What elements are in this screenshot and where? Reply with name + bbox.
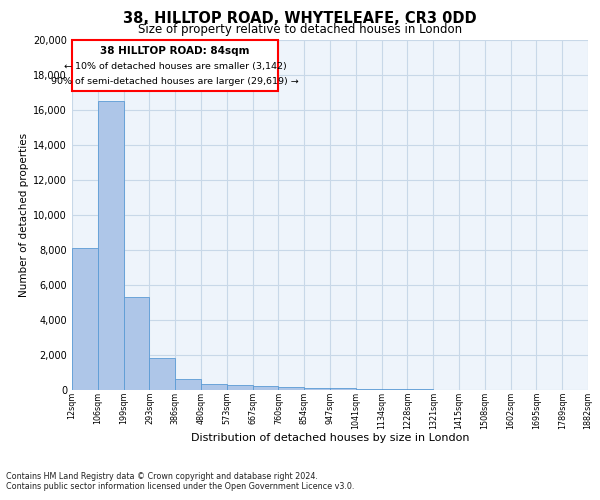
- Bar: [98, 102, 124, 390]
- Bar: [124, 297, 149, 390]
- Bar: [72, 40, 278, 91]
- Text: Contains public sector information licensed under the Open Government Licence v3: Contains public sector information licen…: [6, 482, 355, 491]
- Bar: [175, 378, 201, 390]
- Bar: [304, 388, 330, 390]
- Bar: [278, 387, 304, 390]
- Text: Size of property relative to detached houses in London: Size of property relative to detached ho…: [138, 22, 462, 36]
- Bar: [253, 386, 278, 390]
- Text: ← 10% of detached houses are smaller (3,142): ← 10% of detached houses are smaller (3,…: [64, 62, 287, 72]
- Bar: [227, 386, 253, 390]
- Text: 90% of semi-detached houses are larger (29,619) →: 90% of semi-detached houses are larger (…: [52, 76, 299, 86]
- Bar: [201, 384, 227, 390]
- Bar: [72, 248, 98, 390]
- X-axis label: Distribution of detached houses by size in London: Distribution of detached houses by size …: [191, 433, 469, 443]
- Text: 38, HILLTOP ROAD, WHYTELEAFE, CR3 0DD: 38, HILLTOP ROAD, WHYTELEAFE, CR3 0DD: [123, 11, 477, 26]
- Bar: [356, 389, 382, 390]
- Bar: [330, 388, 356, 390]
- Bar: [149, 358, 175, 390]
- Y-axis label: Number of detached properties: Number of detached properties: [19, 133, 29, 297]
- Text: 38 HILLTOP ROAD: 84sqm: 38 HILLTOP ROAD: 84sqm: [100, 46, 250, 56]
- Text: Contains HM Land Registry data © Crown copyright and database right 2024.: Contains HM Land Registry data © Crown c…: [6, 472, 318, 481]
